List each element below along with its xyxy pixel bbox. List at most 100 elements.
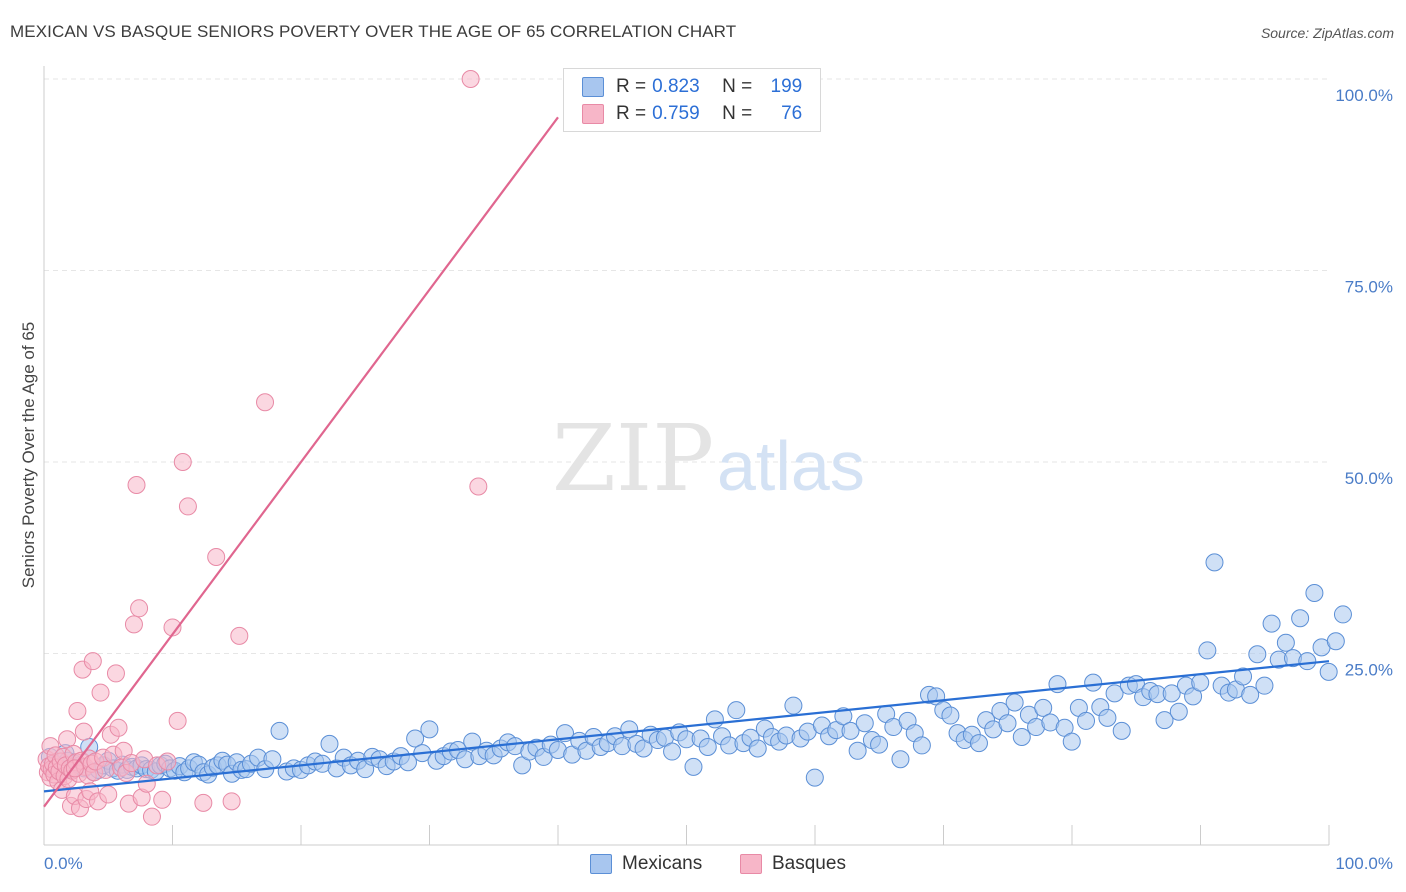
tick-labels: 100.0% 75.0% 50.0% 25.0% 0.0% 100.0% [44, 86, 1393, 873]
bottom-legend-basques: Basques [740, 852, 846, 876]
mexicans-point [1105, 684, 1124, 703]
mexicans-point [1162, 684, 1181, 703]
legend-r-value: 0.823 [652, 76, 700, 97]
mexicans-point [1305, 583, 1324, 602]
x-tick-label: 100.0% [1335, 854, 1393, 873]
basques-point [194, 793, 213, 812]
legend: R = 0.823 N = 199 R = 0.759 N = 76 [563, 68, 821, 132]
mexicans-point [891, 750, 910, 769]
basques-point [106, 664, 125, 683]
bottom-legend-label-mexicans: Mexicans [622, 853, 703, 874]
trend-lines [43, 116, 1330, 808]
mexicans-point [1241, 685, 1260, 704]
mexicans-point [727, 701, 746, 720]
mexicans-point [784, 696, 803, 715]
series-mexicans [40, 553, 1352, 787]
mexicans-point [705, 710, 724, 729]
basques-point [142, 807, 161, 826]
mexicans-point [1077, 711, 1096, 730]
basques-point [153, 790, 172, 809]
mexicans-point [1234, 667, 1253, 686]
mexicans-point [1198, 641, 1217, 660]
mexicans-point [320, 734, 339, 753]
mexicans-point [1191, 673, 1210, 692]
mexicans-point [420, 720, 439, 739]
basques-point [168, 711, 187, 730]
mexicans-point [1276, 633, 1295, 652]
mexicans-point [848, 741, 867, 760]
mexicans-point [463, 732, 482, 751]
mexicans-point [1291, 609, 1310, 628]
mexicans-point [698, 737, 717, 756]
watermark: ZIP atlas [552, 405, 865, 512]
basques-point [124, 615, 143, 634]
legend-r-value: 0.759 [652, 103, 700, 124]
legend-n-value: 199 [770, 76, 803, 97]
basques-point [222, 792, 241, 811]
mexicans-point [805, 768, 824, 787]
mexicans-point [834, 707, 853, 726]
basques-point [461, 70, 480, 88]
basques-point [207, 547, 226, 566]
mexicans-point [1098, 708, 1117, 727]
y-tick-label: 25.0% [1345, 661, 1393, 680]
legend-n-label: N = [722, 103, 753, 124]
basques-point [83, 652, 102, 671]
mexicans-point [912, 736, 931, 755]
basques-point [178, 497, 197, 516]
basques-point [173, 453, 192, 471]
basques-trend-line [43, 116, 559, 808]
mexicans-point [1262, 614, 1281, 633]
bottom-legend-mexicans: Mexicans [590, 852, 702, 876]
mexicans-point [1062, 732, 1081, 751]
mexicans-point [855, 714, 874, 733]
mexicans-point [870, 735, 889, 754]
basques-point [99, 785, 118, 804]
mexicans-point [406, 729, 425, 748]
mexicans-point [969, 734, 988, 753]
chart-title: MEXICAN VS BASQUE SENIORS POVERTY OVER T… [10, 22, 737, 41]
legend-row-basques: R = 0.759 N = 76 [582, 102, 802, 126]
mexicans-point [1084, 673, 1103, 692]
basques-point [137, 774, 156, 793]
mexicans-point [998, 714, 1017, 733]
y-axis-label: Seniors Poverty Over the Age of 65 [19, 322, 38, 588]
basques-point [127, 475, 146, 494]
mexicans-point [1169, 702, 1188, 721]
mexicans-trend-line [43, 660, 1330, 793]
basques-point [469, 477, 488, 496]
mexicans-point [1034, 698, 1053, 717]
mexicans-point [1333, 605, 1352, 624]
mexicans-point [663, 742, 682, 761]
mexicans-point [941, 706, 960, 725]
axes [43, 66, 1330, 846]
mexicans-point [684, 757, 703, 776]
legend-swatch-basques [582, 104, 604, 124]
mexicans-point [263, 750, 282, 769]
legend-row-mexicans: R = 0.823 N = 199 [582, 75, 802, 99]
basques-point [109, 718, 128, 737]
mexicans-point [1298, 652, 1317, 671]
basques-point [96, 760, 115, 779]
mexicans-point [1005, 693, 1024, 712]
legend-r-label: R = [616, 103, 647, 124]
source-label: Source: ZipAtlas.com [1260, 25, 1394, 41]
mexicans-point [1112, 721, 1131, 740]
bottom-legend-swatch-basques [740, 854, 762, 874]
mexicans-point [1012, 727, 1031, 746]
mexicans-point [270, 721, 289, 740]
y-tick-label: 75.0% [1345, 278, 1393, 297]
basques-point [130, 599, 149, 618]
watermark-zip: ZIP [552, 405, 714, 512]
bottom-legend-label-basques: Basques [772, 853, 846, 874]
mexicans-point [1205, 553, 1224, 572]
mexicans-point [1255, 676, 1274, 695]
watermark-atlas: atlas [717, 427, 865, 505]
mexicans-point [1248, 645, 1267, 664]
legend-n-label: N = [722, 76, 753, 97]
mexicans-point [841, 721, 860, 740]
x-tick-label: 0.0% [44, 854, 83, 873]
legend-n-value: 76 [781, 103, 803, 124]
basques-point [158, 752, 177, 771]
